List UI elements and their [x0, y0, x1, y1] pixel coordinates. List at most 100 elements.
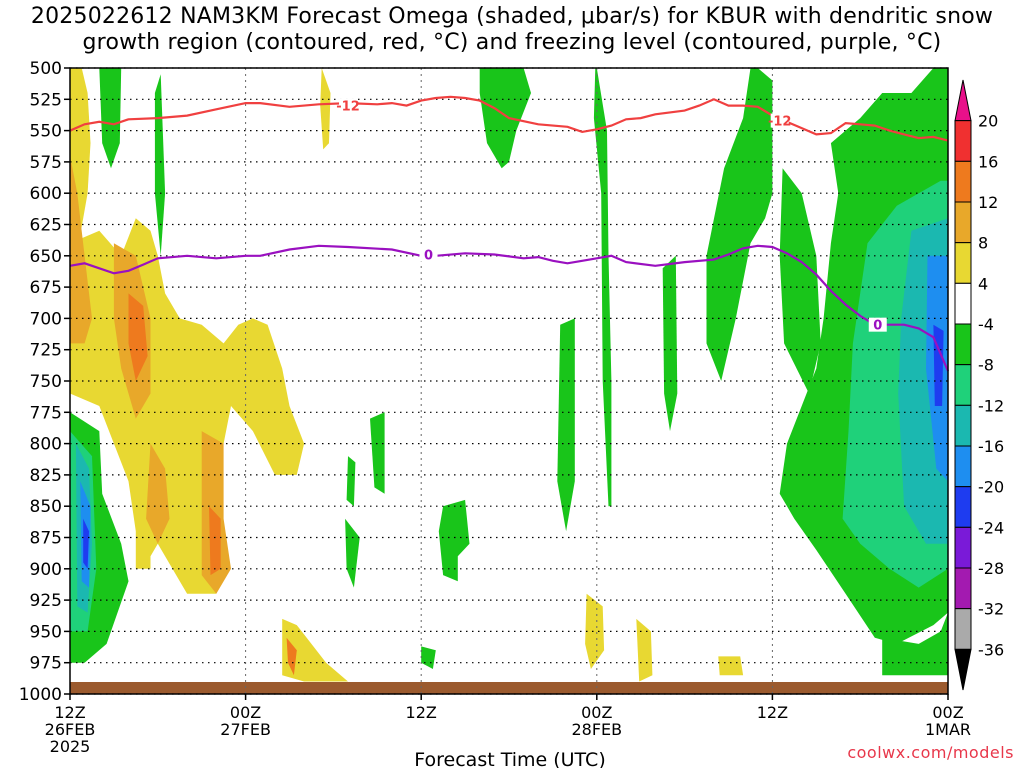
omega-shade-33 — [933, 324, 944, 406]
colorbar-bin — [954, 323, 972, 366]
colorbar-bin — [954, 486, 972, 528]
omega-shade-15 — [154, 74, 166, 256]
x-tick-label: 2025 — [50, 737, 91, 756]
colorbar-bin — [954, 364, 972, 406]
contour-label: 0 — [873, 319, 882, 334]
colorbar-label: -16 — [978, 437, 1004, 456]
x-tick-label: 1MAR — [925, 720, 971, 739]
contour-label-bg — [339, 98, 358, 113]
omega-shade-7 — [209, 506, 221, 576]
omega-shade-2 — [70, 155, 92, 344]
omega-shade-26 — [662, 255, 678, 432]
contour-label: -12 — [336, 100, 360, 115]
contour-label-bg — [770, 113, 789, 128]
y-tick-label: 750 — [30, 372, 62, 392]
omega-shade-13 — [718, 656, 744, 676]
omega-shade-36 — [345, 518, 360, 588]
omega-shade-8 — [282, 618, 348, 682]
colorbar-label: -12 — [978, 396, 1004, 415]
colorbar-bin — [954, 120, 972, 162]
contour-line-1 — [69, 244, 950, 372]
y-tick-label: 550 — [30, 122, 62, 142]
site-credit[interactable]: coolwx.com/models — [847, 743, 1014, 762]
colorbar-bin — [954, 201, 972, 244]
y-tick-label: 850 — [30, 497, 62, 517]
x-tick-label: 12Z — [757, 703, 788, 722]
colorbar-cap-bottom — [954, 648, 972, 691]
omega-shade-24 — [479, 68, 531, 169]
contour-label-bg — [419, 247, 438, 262]
x-tick-label: 00Z — [932, 703, 963, 722]
y-tick-label: 900 — [30, 560, 62, 580]
colorbar-label: 8 — [978, 234, 988, 253]
chart-title-line2: growth region (contoured, red, °C) and f… — [82, 30, 942, 55]
y-tick-label: 825 — [30, 466, 62, 486]
colorbar-bin — [954, 526, 972, 569]
y-tick-label: 975 — [30, 654, 62, 674]
colorbar-label: -24 — [978, 518, 1004, 537]
omega-shade-35 — [421, 646, 436, 669]
y-tick-label: 725 — [30, 341, 62, 361]
y-tick-label: 625 — [30, 216, 62, 236]
omega-shade-12 — [636, 618, 653, 682]
colorbar-bin — [954, 160, 972, 203]
omega-shade-28 — [779, 168, 821, 394]
contour-line-0 — [69, 95, 949, 142]
y-tick-label: 600 — [30, 184, 62, 204]
x-tick-label: 12Z — [406, 703, 437, 722]
omega-shade-23 — [438, 499, 470, 582]
omega-shade-6 — [128, 293, 148, 381]
colorbar-label: -20 — [978, 478, 1004, 497]
omega-shade-22 — [370, 412, 385, 494]
omega-shade-21 — [346, 456, 356, 507]
omega-shade-10 — [320, 68, 331, 150]
x-tick-label: 27FEB — [220, 720, 271, 739]
y-tick-label: 1000 — [19, 685, 62, 705]
omega-shade-37 — [557, 318, 575, 532]
y-tick-label: 775 — [30, 403, 62, 423]
contour-label-bg — [868, 317, 887, 332]
y-tick-label: 650 — [30, 247, 62, 267]
contour-label: 0 — [424, 249, 433, 264]
omega-shade-14 — [99, 68, 122, 169]
colorbar-bin — [954, 567, 972, 610]
y-tick-label: 525 — [30, 90, 62, 110]
terrain-ground — [70, 682, 948, 694]
y-tick-label: 500 — [30, 59, 62, 79]
omega-shade-4 — [201, 431, 231, 594]
omega-shade-9 — [286, 637, 297, 676]
colorbar-label: 16 — [978, 152, 998, 171]
colorbar-bin — [954, 608, 972, 650]
colorbar-label: 12 — [978, 193, 998, 212]
x-tick-label: 12Z — [54, 703, 85, 722]
omega-shade-11 — [585, 593, 605, 669]
omega-shade-20 — [83, 518, 89, 569]
contour-label: -12 — [768, 115, 792, 130]
colorbar-label: -36 — [978, 640, 1004, 659]
y-tick-label: 875 — [30, 529, 62, 549]
y-tick-label: 925 — [30, 591, 62, 611]
colorbar-bin — [954, 404, 972, 447]
y-tick-label: 675 — [30, 278, 62, 298]
colorbar-label: -8 — [978, 356, 994, 375]
omega-shade-27 — [706, 68, 773, 381]
y-tick-label: 950 — [30, 622, 62, 642]
colorbar-bin — [954, 282, 972, 325]
chart-title-line1: 2025022612 NAM3KM Forecast Omega (shaded… — [30, 4, 994, 29]
x-tick-label: 28FEB — [571, 720, 622, 739]
colorbar-label: 4 — [978, 274, 988, 293]
x-tick-label: 00Z — [230, 703, 261, 722]
colorbar-cap-top — [954, 79, 972, 122]
colorbar-label: -4 — [978, 315, 994, 334]
y-tick-label: 575 — [30, 153, 62, 173]
omega-shade-25 — [593, 68, 612, 507]
x-tick-label: 00Z — [581, 703, 612, 722]
colorbar-bin — [954, 242, 972, 284]
omega-shade-5 — [146, 443, 170, 544]
colorbar-label: -32 — [978, 600, 1004, 619]
y-tick-label: 800 — [30, 435, 62, 455]
colorbar-bin — [954, 445, 972, 488]
colorbar-label: 20 — [978, 112, 998, 131]
x-axis-title: Forecast Time (UTC) — [414, 749, 605, 768]
omega-shade-34 — [882, 612, 948, 676]
